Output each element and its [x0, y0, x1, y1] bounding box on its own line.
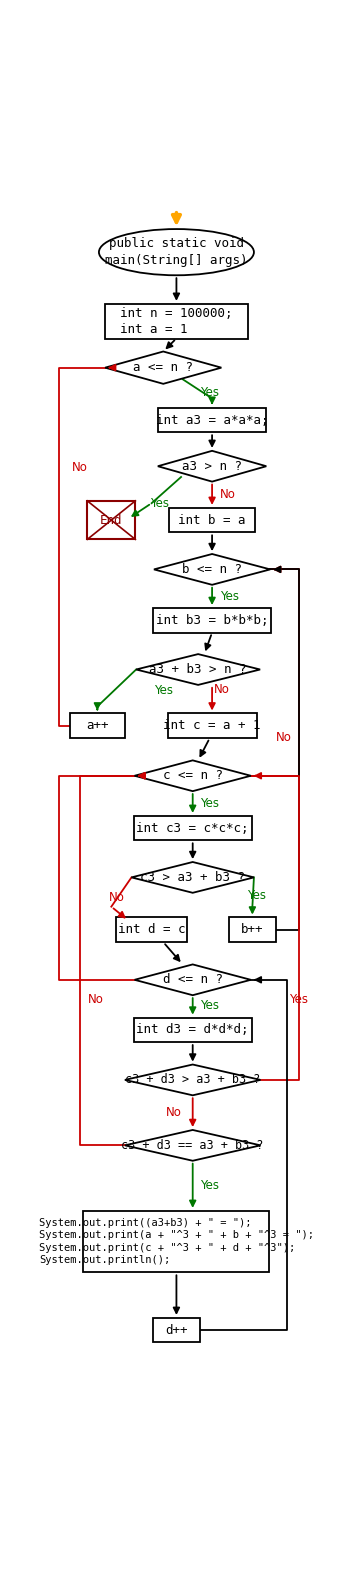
Bar [83, 1210, 269, 1272]
Text: b++: b++ [241, 923, 264, 937]
Bar [70, 713, 125, 738]
Text: a <= n ?: a <= n ? [133, 360, 193, 375]
Text: Yes: Yes [200, 1178, 219, 1193]
Polygon shape [154, 554, 270, 584]
Text: a3 > n ?: a3 > n ? [182, 459, 242, 473]
Polygon shape [135, 964, 251, 996]
Text: System.out.print((a3+b3) + " = ");
System.out.print(a + "^3 + " + b + "^3 = ");
: System.out.print((a3+b3) + " = "); Syste… [39, 1218, 314, 1266]
Text: Yes: Yes [289, 992, 308, 1005]
Text: public static void
main(String[] args): public static void main(String[] args) [105, 237, 248, 267]
Bar [134, 816, 252, 840]
Bar [158, 408, 266, 432]
Text: int c3 = c*c*c;: int c3 = c*c*c; [137, 821, 249, 835]
Text: Yes: Yes [200, 797, 219, 810]
Text: No: No [275, 730, 291, 743]
Bar [116, 918, 187, 942]
Text: d <= n ?: d <= n ? [163, 973, 223, 986]
Text: c <= n ?: c <= n ? [163, 769, 223, 783]
Text: Yes: Yes [220, 589, 239, 603]
Text: int c = a + 1: int c = a + 1 [163, 719, 261, 732]
Text: int b = a: int b = a [178, 513, 246, 527]
Bar [153, 1318, 200, 1342]
Text: No: No [220, 488, 236, 502]
Polygon shape [158, 451, 266, 481]
Text: Yes: Yes [247, 889, 266, 902]
Polygon shape [105, 351, 221, 384]
Text: Yes: Yes [150, 497, 169, 510]
Text: a3 + b3 > n ?: a3 + b3 > n ? [149, 664, 247, 676]
Text: d++: d++ [165, 1324, 188, 1337]
Polygon shape [136, 654, 260, 684]
Polygon shape [125, 1064, 260, 1096]
Text: a++: a++ [86, 719, 109, 732]
Polygon shape [135, 761, 251, 791]
Text: c3 + d3 == a3 + b3 ?: c3 + d3 == a3 + b3 ? [121, 1139, 264, 1151]
Text: No: No [109, 891, 125, 904]
Text: No: No [214, 683, 229, 696]
Bar [229, 918, 276, 942]
Bar [168, 713, 257, 738]
Text: Yes: Yes [200, 999, 219, 1013]
Bar [169, 508, 256, 532]
Text: c3 > a3 + b3 ?: c3 > a3 + b3 ? [140, 870, 245, 885]
Text: Yes: Yes [154, 684, 173, 697]
Text: int b3 = b*b*b;: int b3 = b*b*b; [156, 613, 268, 627]
Polygon shape [131, 862, 254, 892]
Text: No: No [72, 461, 88, 475]
Ellipse shape [99, 229, 254, 275]
Bar [87, 500, 135, 540]
Text: b <= n ?: b <= n ? [182, 562, 242, 576]
Text: int n = 100000;
int a = 1: int n = 100000; int a = 1 [120, 306, 233, 337]
Text: int d3 = d*d*d;: int d3 = d*d*d; [137, 1023, 249, 1037]
Text: No: No [165, 1105, 181, 1120]
Bar [105, 305, 248, 338]
Text: No: No [88, 992, 104, 1005]
Polygon shape [125, 1131, 260, 1161]
Text: Yes: Yes [200, 386, 219, 399]
Text: End: End [100, 513, 122, 527]
Bar [153, 608, 271, 632]
Text: int a3 = a*a*a;: int a3 = a*a*a; [156, 413, 268, 427]
Text: int d = c: int d = c [118, 923, 185, 937]
Text: c3 + d3 > a3 + b3 ?: c3 + d3 > a3 + b3 ? [125, 1073, 260, 1086]
Bar [134, 1018, 252, 1042]
